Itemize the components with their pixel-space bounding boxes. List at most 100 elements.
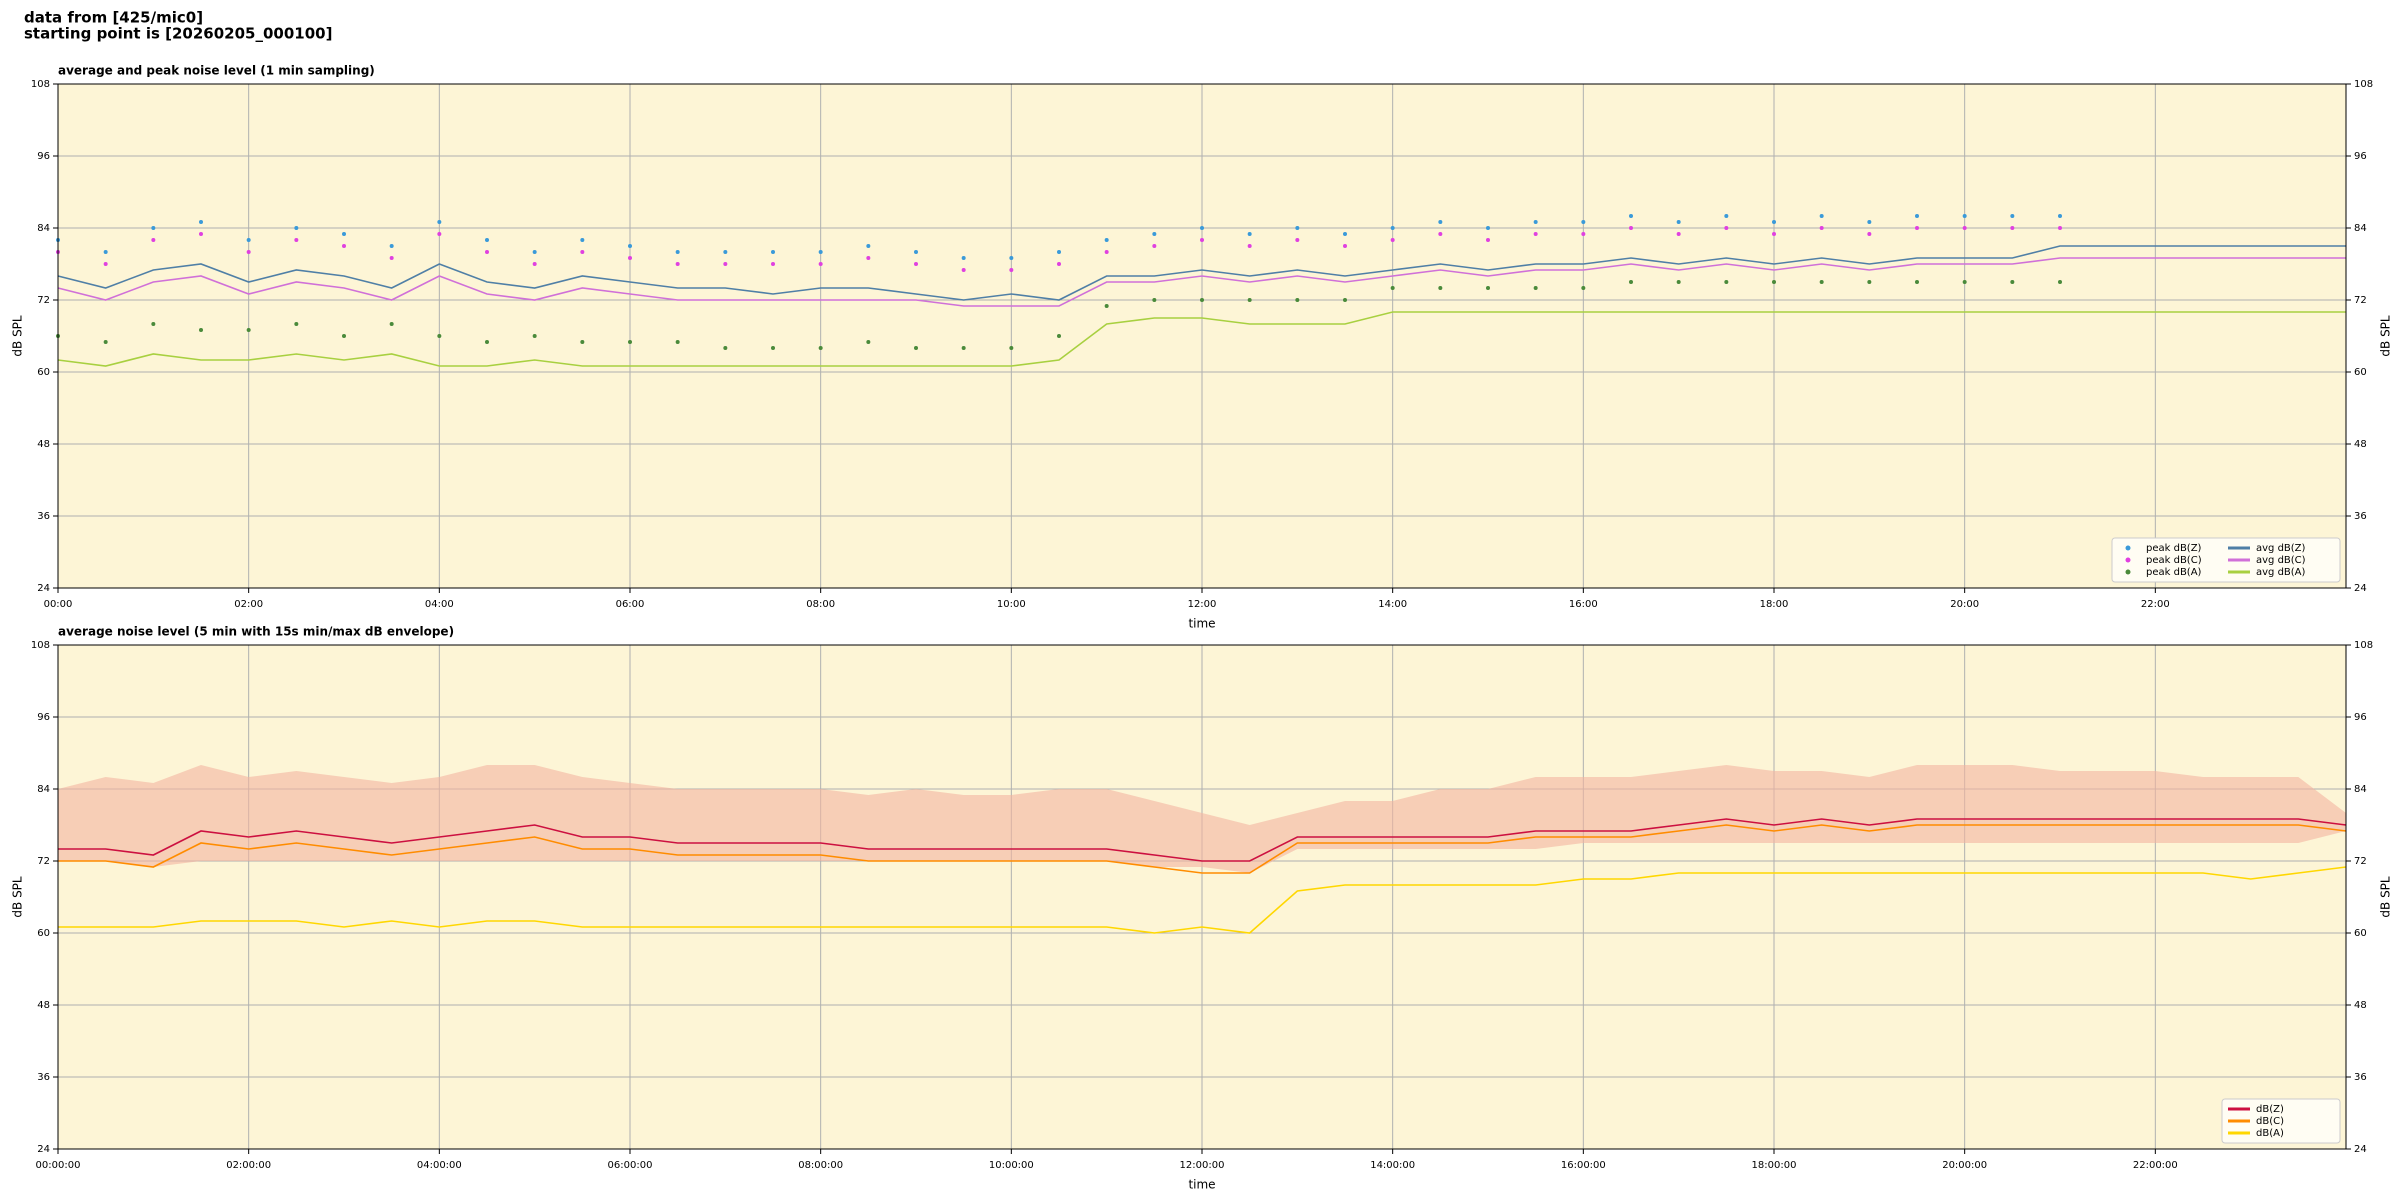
peak-dot xyxy=(103,340,108,344)
peak-dot xyxy=(1533,220,1538,224)
legend-label: peak dB(A) xyxy=(2146,567,2202,578)
peak-dot xyxy=(771,250,775,254)
peak-dot xyxy=(723,262,728,266)
legend-label: peak dB(Z) xyxy=(2146,543,2202,554)
peak-dot xyxy=(818,250,823,254)
peak-dot xyxy=(1962,226,1967,230)
legend-label: dB(A) xyxy=(2256,1128,2284,1139)
peak-dot xyxy=(1915,226,1919,230)
series-line xyxy=(57,311,2346,367)
x-tick-label: 04:00:00 xyxy=(417,1160,462,1171)
x-tick-label: 02:00:00 xyxy=(226,1160,271,1171)
y-axis-label: dB SPL xyxy=(2379,315,2393,357)
peak-dot xyxy=(2058,214,2062,218)
peak-dot xyxy=(866,256,871,260)
peak-dot xyxy=(1057,262,1061,266)
peak-dot xyxy=(1152,298,1157,302)
legend-swatch xyxy=(2125,545,2131,551)
legend-box xyxy=(2111,537,2341,583)
peak-dot xyxy=(1819,226,1824,230)
peak-dot xyxy=(246,328,251,332)
series-line xyxy=(57,245,2346,301)
peak-dot xyxy=(389,256,394,260)
y-tick-label: 84 xyxy=(2354,223,2367,234)
peak-dot xyxy=(2058,226,2062,230)
peak-dot xyxy=(1772,232,1776,236)
x-tick-label: 18:00 xyxy=(1760,599,1789,610)
y-tick-label: 60 xyxy=(37,928,50,939)
y-tick-label: 36 xyxy=(37,511,50,522)
plot-frame xyxy=(57,83,2347,589)
peak-dot xyxy=(628,244,632,248)
peak-dot xyxy=(1676,220,1681,224)
y-tick-label: 72 xyxy=(2354,856,2367,867)
y-tick-label: 108 xyxy=(2354,640,2373,651)
peak-dot xyxy=(675,340,680,344)
x-tick-label: 00:00 xyxy=(44,599,73,610)
peak-dot xyxy=(2058,280,2062,284)
y-tick-label: 108 xyxy=(31,79,50,90)
legend-label: dB(Z) xyxy=(2256,1104,2284,1115)
peak-dot xyxy=(437,220,442,224)
peak-dot xyxy=(1486,226,1490,230)
peak-dot xyxy=(1629,214,1633,218)
x-tick-label: 06:00 xyxy=(616,599,645,610)
peak-dot xyxy=(1962,214,1967,218)
peak-dot xyxy=(1152,232,1157,236)
x-tick-label: 16:00 xyxy=(1569,599,1598,610)
peak-dot xyxy=(1200,226,1204,230)
peak-dot xyxy=(103,262,108,266)
y-tick-label: 60 xyxy=(2354,367,2367,378)
peak-dot xyxy=(1104,304,1109,308)
peak-dot xyxy=(1867,220,1872,224)
peak-dot xyxy=(1438,220,1443,224)
series-line xyxy=(57,257,2346,307)
y-tick-label: 72 xyxy=(37,295,50,306)
peak-dot xyxy=(723,250,728,254)
peak-dot xyxy=(1009,346,1014,350)
peak-dot xyxy=(485,250,489,254)
x-tick-label: 12:00:00 xyxy=(1180,1160,1225,1171)
y-tick-label: 96 xyxy=(2354,712,2367,723)
peak-dot xyxy=(1724,280,1729,284)
x-tick-label: 02:00 xyxy=(234,599,263,610)
x-tick-label: 14:00:00 xyxy=(1370,1160,1415,1171)
peak-dot xyxy=(1629,226,1633,230)
peak-dot xyxy=(151,226,156,230)
peak-dot xyxy=(1343,232,1347,236)
peak-dot xyxy=(1247,244,1252,248)
peak-dot xyxy=(389,244,394,248)
peak-dot xyxy=(1581,286,1586,290)
peak-dot xyxy=(1104,238,1109,242)
legend-box xyxy=(2221,1098,2341,1144)
legend-label: peak dB(C) xyxy=(2146,555,2202,566)
peak-dot xyxy=(1915,280,1919,284)
peak-dot xyxy=(437,232,442,236)
peak-dot xyxy=(2010,226,2015,230)
y-tick-label: 72 xyxy=(37,856,50,867)
x-tick-label: 08:00 xyxy=(806,599,835,610)
peak-dot xyxy=(246,238,251,242)
y-tick-label: 48 xyxy=(37,1000,50,1011)
x-tick-label: 22:00 xyxy=(2141,599,2170,610)
peak-dot xyxy=(1962,280,1967,284)
peak-dot xyxy=(1057,334,1061,338)
peak-dot xyxy=(1295,226,1300,230)
y-axis-label: dB SPL xyxy=(11,876,25,918)
peak-dot xyxy=(1009,268,1014,272)
peak-dot xyxy=(723,346,728,350)
peak-dot xyxy=(1486,238,1490,242)
peak-dot xyxy=(771,346,775,350)
peak-dot xyxy=(1104,250,1109,254)
legend-label: avg dB(C) xyxy=(2256,555,2306,566)
peak-dot xyxy=(1867,232,1872,236)
peak-dot xyxy=(103,250,108,254)
x-tick-label: 20:00:00 xyxy=(1942,1160,1987,1171)
series-line xyxy=(58,818,2347,862)
x-axis-label: time xyxy=(1188,1178,1215,1192)
y-axis-label: dB SPL xyxy=(11,315,25,357)
peak-dot xyxy=(2010,214,2015,218)
peak-dot xyxy=(1772,220,1776,224)
peak-dot xyxy=(1200,298,1204,302)
